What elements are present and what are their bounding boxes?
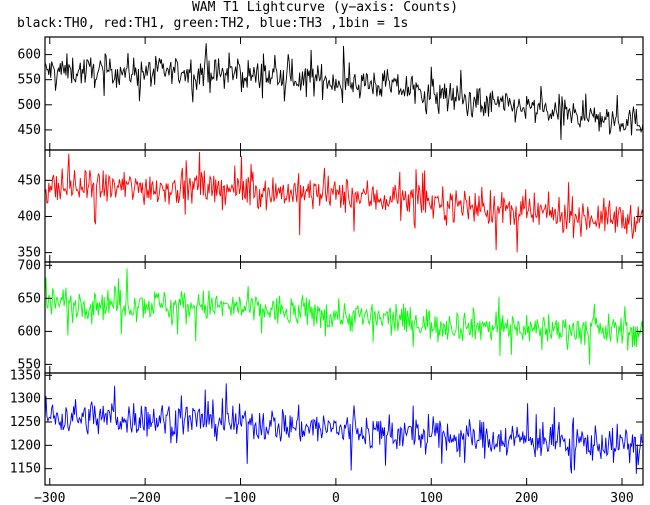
x-tick-label: −300 — [34, 491, 65, 505]
y-tick-label: 650 — [18, 291, 41, 306]
x-tick-label: −100 — [225, 491, 256, 505]
y-tick-label: 600 — [18, 48, 41, 63]
y-tick-label: 1300 — [10, 392, 41, 407]
y-tick-label: 350 — [18, 246, 41, 261]
panel-frame-th1 — [44, 149, 644, 263]
y-tick-label: 700 — [18, 258, 41, 273]
x-tick-label: 200 — [515, 491, 538, 505]
y-tick-label: 1200 — [10, 438, 41, 453]
x-tick-label: 300 — [610, 491, 633, 505]
y-tick-label: 1250 — [10, 415, 41, 430]
panel-frame-th2 — [44, 261, 644, 374]
x-tick-label: 0 — [332, 491, 340, 505]
chart-title: WAM T1 Lightcurve (y−axis: Counts) — [191, 0, 459, 15]
series-th3 — [44, 383, 644, 474]
series-th0 — [44, 43, 644, 140]
panel-frame-th3 — [44, 372, 644, 486]
series-th2 — [44, 268, 644, 365]
y-tick-label: 500 — [18, 98, 41, 113]
y-tick-label: 1150 — [10, 462, 41, 477]
y-tick-label: 600 — [18, 324, 41, 339]
y-tick-label: 450 — [18, 123, 41, 138]
y-tick-label: 450 — [18, 173, 41, 188]
y-tick-label: 550 — [18, 357, 41, 372]
y-tick-label: 550 — [18, 73, 41, 88]
y-tick-label: 400 — [18, 209, 41, 224]
series-th1 — [44, 151, 644, 253]
x-tick-label: −200 — [129, 491, 160, 505]
y-tick-label: 1350 — [10, 368, 41, 383]
x-tick-label: 100 — [420, 491, 443, 505]
chart-subtitle: black:TH0, red:TH1, green:TH2, blue:TH3 … — [17, 16, 409, 31]
